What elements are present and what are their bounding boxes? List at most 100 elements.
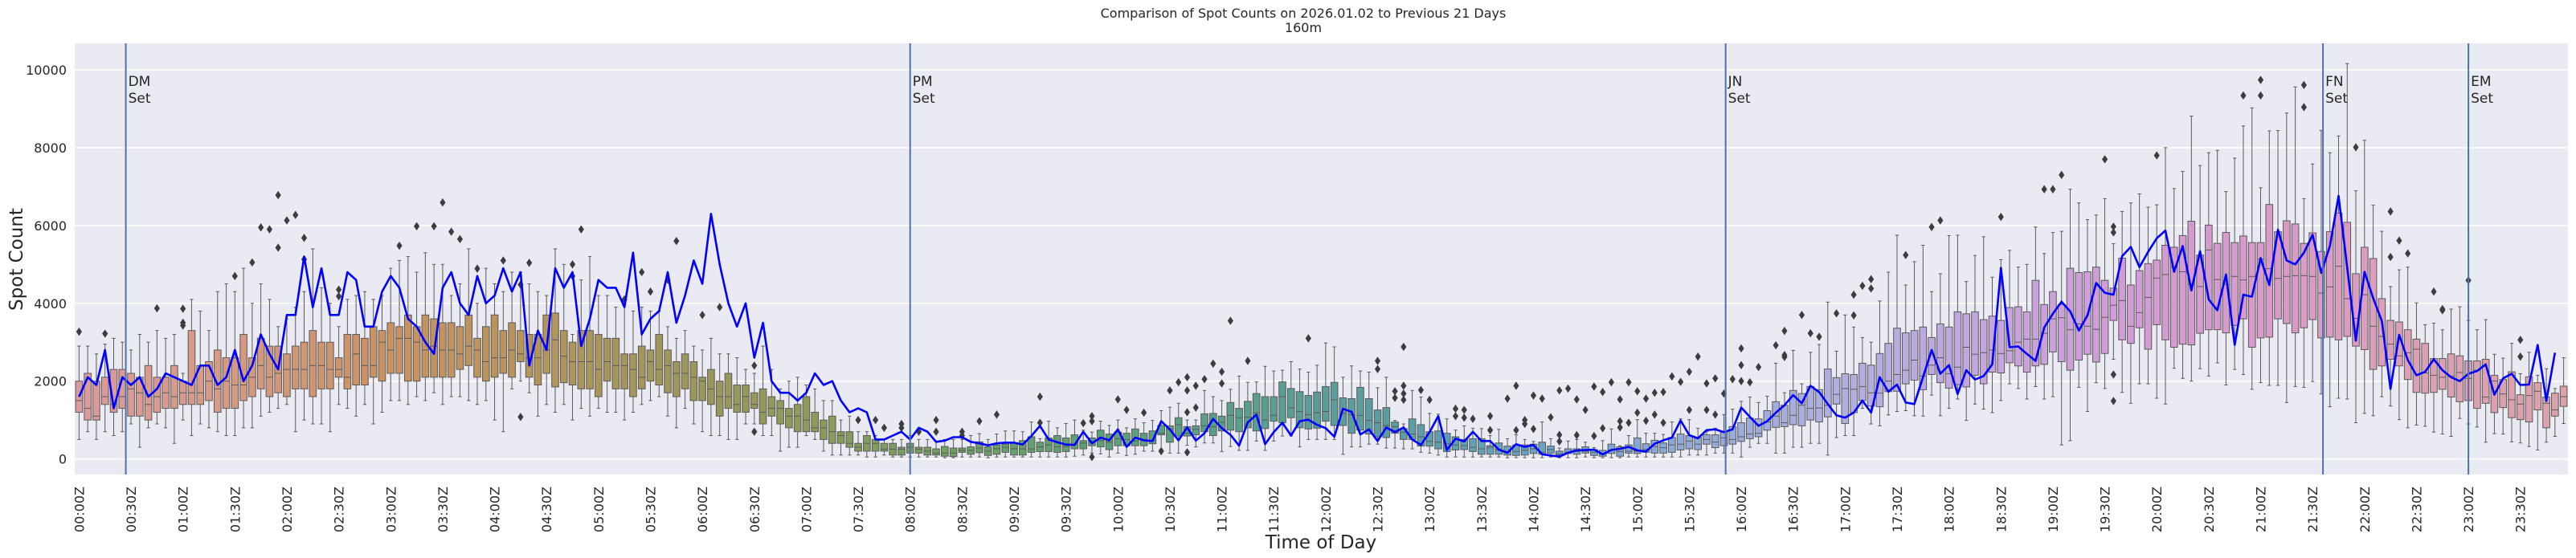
- box: [767, 369, 776, 437]
- box: [2040, 253, 2048, 400]
- box-iqr: [1469, 438, 1477, 452]
- x-tick-label: 02:30Z: [332, 487, 347, 532]
- plot-background: [75, 43, 2568, 475]
- outlier-point: [2240, 91, 2247, 100]
- box-iqr: [1633, 437, 1642, 454]
- x-tick-label: 01:30Z: [227, 487, 243, 532]
- x-tick-label: 11:00Z: [1215, 487, 1230, 532]
- outlier-point: [1530, 391, 1537, 400]
- box: [1105, 425, 1114, 458]
- box: [698, 349, 706, 433]
- box-iqr: [1910, 330, 1919, 381]
- box: [1728, 409, 1737, 454]
- box: [1313, 365, 1321, 440]
- box-iqr: [361, 337, 369, 386]
- box-iqr: [2343, 222, 2352, 337]
- box-iqr: [845, 431, 854, 448]
- box-iqr: [1893, 328, 1901, 392]
- box: [1010, 430, 1018, 458]
- outlier-point: [1210, 359, 1216, 369]
- outlier-point: [1591, 382, 1597, 391]
- box-iqr: [1867, 365, 1875, 407]
- box-iqr: [1979, 319, 1988, 385]
- x-tick-label: 06:30Z: [747, 487, 763, 532]
- outlier-point: [1937, 216, 1944, 225]
- box: [490, 283, 499, 421]
- box-iqr: [1486, 445, 1494, 455]
- box: [854, 431, 862, 456]
- box-iqr: [776, 400, 784, 425]
- box-iqr: [291, 345, 300, 389]
- x-axis-ticks: 00:00Z 00:30Z 01:00Z 01:30Z 02:00Z 02:30Z 03:0…: [72, 487, 2528, 532]
- box: [724, 353, 733, 440]
- box: [2100, 198, 2109, 389]
- outlier-point: [751, 361, 758, 370]
- box-iqr: [2300, 242, 2308, 328]
- box-iqr: [793, 404, 802, 433]
- box-iqr: [153, 377, 162, 413]
- box-iqr: [517, 330, 525, 362]
- box: [205, 330, 213, 429]
- box: [707, 337, 715, 437]
- box: [1244, 381, 1252, 451]
- box-iqr: [1226, 401, 1235, 431]
- outlier-point: [1461, 405, 1467, 414]
- box-iqr: [1417, 424, 1425, 447]
- x-tick-label: 14:30Z: [1578, 487, 1593, 532]
- outlier-point: [898, 423, 905, 433]
- x-tick-label: 02:00Z: [280, 487, 295, 532]
- box: [222, 283, 231, 437]
- outlier-point: [1452, 412, 1459, 421]
- box: [923, 438, 932, 458]
- box: [127, 349, 135, 425]
- outlier-point: [2517, 336, 2524, 344]
- outlier-point: [2059, 170, 2065, 180]
- box-iqr: [646, 349, 655, 382]
- box-iqr: [2533, 382, 2542, 411]
- outlier-point: [2110, 228, 2116, 237]
- outlier-point: [717, 303, 723, 312]
- outlier-point: [2110, 222, 2116, 231]
- outlier-point: [1729, 375, 1736, 384]
- box: [568, 334, 577, 421]
- box: [2525, 352, 2533, 447]
- box: [733, 357, 742, 440]
- box-iqr: [2369, 258, 2378, 370]
- outlier-point: [1400, 395, 1407, 405]
- outlier-point: [1573, 395, 1580, 404]
- box-iqr: [170, 365, 178, 409]
- box: [248, 303, 256, 429]
- outlier-point: [1461, 413, 1467, 422]
- box: [481, 267, 490, 401]
- box: [265, 299, 274, 413]
- box: [836, 419, 845, 456]
- y-axis-ticks: 0 2000 4000 6000 8000 10000: [26, 63, 67, 467]
- box-iqr: [2075, 271, 2083, 361]
- box-iqr: [1685, 435, 1694, 450]
- box-iqr: [231, 357, 239, 409]
- box-iqr: [2438, 358, 2447, 390]
- outlier-point: [1089, 412, 1095, 421]
- box: [758, 345, 767, 437]
- outlier-point: [1400, 342, 1407, 352]
- outlier-point: [1903, 250, 1909, 259]
- outlier-point: [500, 256, 506, 265]
- box-iqr: [1313, 391, 1321, 429]
- x-tick-label: 04:30Z: [539, 487, 554, 532]
- y-tick-label: 6000: [34, 218, 67, 234]
- box-iqr: [820, 419, 828, 440]
- x-tick-label: 04:00Z: [488, 487, 503, 532]
- box-iqr: [300, 341, 309, 389]
- x-tick-label: 22:00Z: [2357, 487, 2373, 532]
- box-iqr: [1832, 377, 1841, 405]
- box-iqr: [1746, 417, 1754, 439]
- outlier-point: [1600, 388, 1606, 397]
- box: [395, 259, 403, 401]
- box-iqr: [2265, 204, 2274, 338]
- outlier-point: [1400, 381, 1407, 390]
- x-axis-label: Time of Day: [1265, 532, 1377, 553]
- outlier-point: [1712, 374, 1719, 383]
- outlier-point: [396, 241, 403, 250]
- box: [1616, 445, 1625, 458]
- event-marker-label: FN: [2325, 74, 2344, 90]
